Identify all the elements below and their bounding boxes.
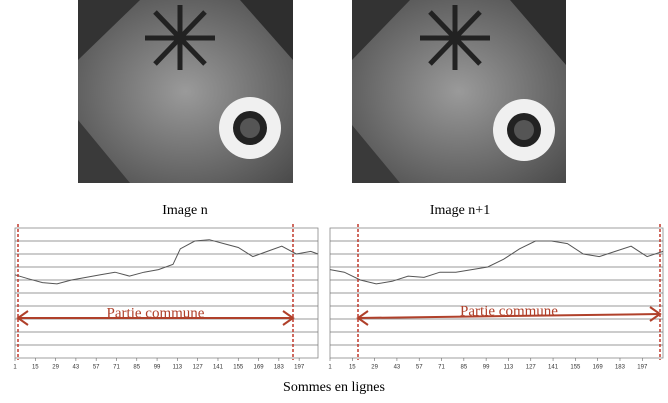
x-tick-label: 197: [294, 365, 305, 371]
x-tick-label: 15: [32, 365, 39, 371]
annotation: Partie commune: [107, 305, 205, 321]
x-tick-label: 169: [593, 365, 604, 371]
x-tick-label: 113: [504, 365, 514, 371]
x-tick-label: 113: [173, 365, 183, 371]
annotation: Partie commune: [460, 303, 558, 319]
x-tick-label: 197: [637, 365, 648, 371]
x-tick-label: 141: [213, 365, 224, 371]
x-tick-label: 1: [13, 365, 17, 371]
x-tick-label: 71: [113, 365, 120, 371]
x-tick-label: 29: [52, 365, 59, 371]
x-tick-label: 43: [73, 365, 80, 371]
x-tick-label: 29: [371, 365, 378, 371]
x-tick-label: 99: [154, 365, 161, 371]
image-caption: Image n+1: [430, 203, 490, 218]
x-tick-label: 155: [570, 365, 581, 371]
x-tick-label: 43: [394, 365, 401, 371]
x-tick-label: 85: [460, 365, 467, 371]
x-tick-label: 127: [526, 365, 537, 371]
image-n: [78, 0, 293, 183]
x-tick-label: 71: [438, 365, 445, 371]
x-tick-label: 1: [328, 365, 332, 371]
x-tick-label: 57: [93, 365, 100, 371]
x-tick-label: 183: [615, 365, 626, 371]
figure-caption: Sommes en lignes: [283, 380, 385, 395]
x-tick-label: 183: [274, 365, 285, 371]
x-tick-label: 57: [416, 365, 423, 371]
x-tick-label: 99: [483, 365, 490, 371]
x-tick-label: 169: [254, 365, 265, 371]
x-tick-label: 155: [233, 365, 244, 371]
x-tick-label: 127: [193, 365, 204, 371]
x-tick-label: 15: [349, 365, 356, 371]
x-tick-label: 141: [548, 365, 559, 371]
image-caption: Image n: [162, 203, 207, 218]
figure: Image n Image n+1 Sommes en lignes 1 15 29…: [0, 0, 668, 398]
data-line: [330, 241, 663, 284]
x-tick-label: 85: [133, 365, 140, 371]
data-line: [15, 240, 318, 284]
image-n-plus-1: [352, 0, 566, 183]
